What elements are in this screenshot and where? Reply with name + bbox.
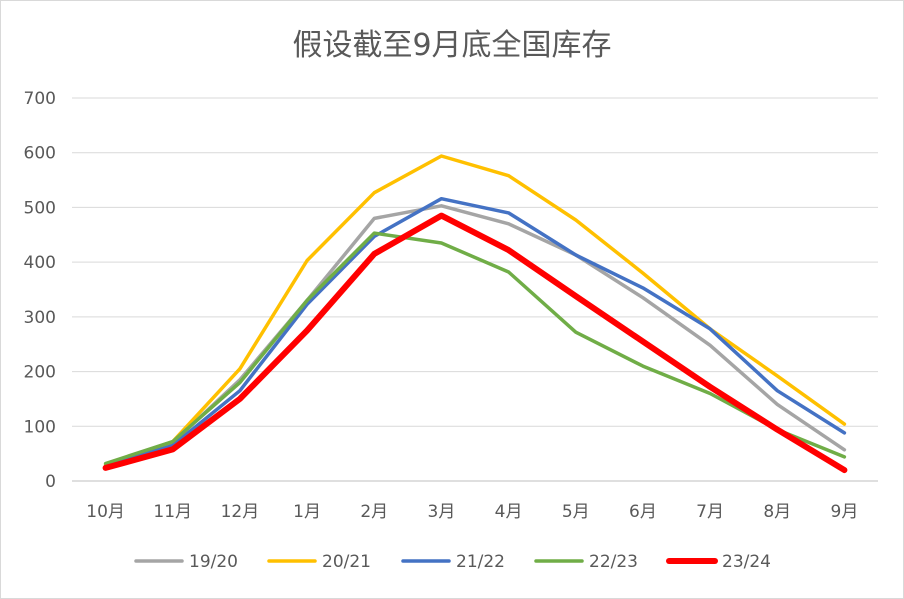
series-line-23-24 <box>102 212 848 474</box>
y-tick-label: 400 <box>24 253 56 273</box>
x-tick-label: 7月 <box>696 502 724 522</box>
x-tick-label: 4月 <box>495 502 523 522</box>
legend-label: 23/24 <box>722 552 771 572</box>
x-tick-label: 10月 <box>86 502 125 522</box>
legend: 19/20 20/21 21/22 22/23 23/24 <box>134 552 771 572</box>
chart-title: 假设截至9月底全国库存 <box>292 28 611 63</box>
y-tick-label: 600 <box>24 144 56 164</box>
y-tick-label: 100 <box>24 417 56 437</box>
x-tick-label: 2月 <box>360 502 388 522</box>
legend-label: 22/23 <box>589 552 638 572</box>
x-tick-label: 11月 <box>153 502 192 522</box>
x-axis-ticks: 10月 11月 12月 1月 2月 3月 4月 5月 6月 7月 8月 9月 <box>86 502 858 522</box>
series-line-21-22 <box>103 196 847 468</box>
legend-label: 19/20 <box>189 552 238 572</box>
y-tick-label: 0 <box>45 472 56 492</box>
y-tick-label: 300 <box>24 308 56 328</box>
x-tick-label: 6月 <box>629 502 657 522</box>
y-tick-label: 500 <box>24 198 56 218</box>
series-line-22-23 <box>103 231 847 466</box>
x-tick-label: 5月 <box>562 502 590 522</box>
legend-label: 20/21 <box>322 552 371 572</box>
x-tick-label: 9月 <box>831 502 859 522</box>
x-tick-label: 8月 <box>763 502 791 522</box>
series-lines <box>102 154 848 474</box>
y-axis-ticks: 0 100 200 300 400 500 600 700 <box>24 89 56 492</box>
x-tick-label: 1月 <box>293 502 321 522</box>
series-line-20-21 <box>103 154 847 467</box>
x-tick-label: 12月 <box>221 502 260 522</box>
x-tick-label: 3月 <box>428 502 456 522</box>
y-tick-label: 200 <box>24 363 56 383</box>
legend-label: 21/22 <box>456 552 505 572</box>
y-tick-label: 700 <box>24 89 56 109</box>
